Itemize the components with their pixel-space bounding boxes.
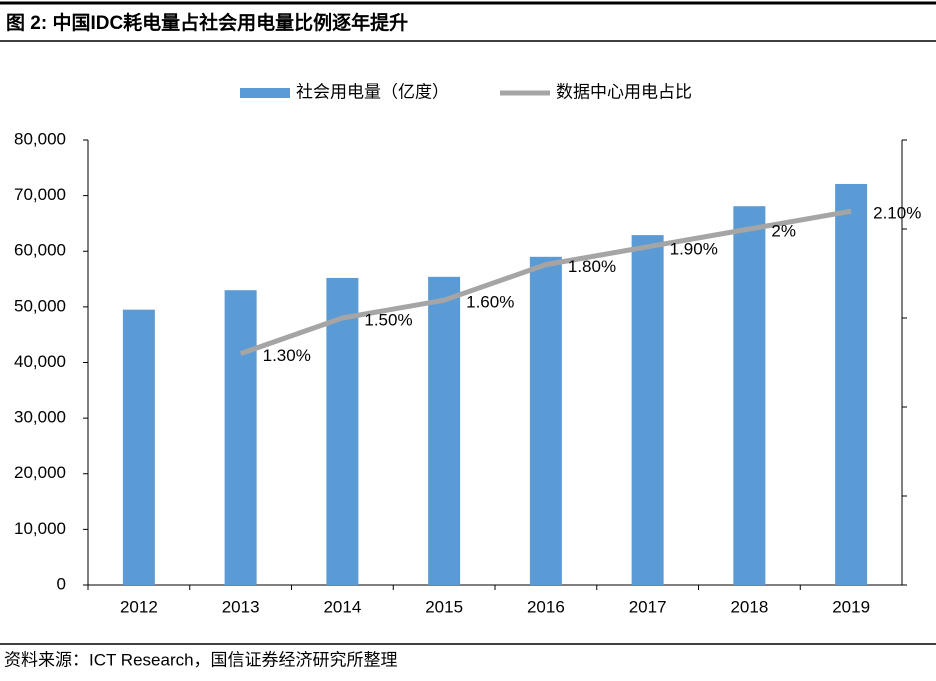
- source: 资料来源：ICT Research，国信证券经济研究所整理: [4, 650, 398, 669]
- x-tick-label: 2012: [120, 597, 158, 616]
- legend-label: 社会用电量（亿度）: [296, 82, 449, 101]
- data-label: 2%: [771, 221, 796, 240]
- data-label: 1.50%: [364, 310, 412, 329]
- x-tick-label: 2018: [730, 597, 768, 616]
- y-tick-label: 80,000: [14, 129, 66, 148]
- y-tick-label: 30,000: [14, 408, 66, 427]
- y-tick-label: 40,000: [14, 352, 66, 371]
- x-tick-label: 2019: [832, 597, 870, 616]
- x-tick-label: 2015: [425, 597, 463, 616]
- data-label: 1.80%: [568, 257, 616, 276]
- y-tick-label: 60,000: [14, 241, 66, 260]
- data-label: 2.10%: [873, 204, 921, 223]
- data-label: 1.60%: [466, 293, 514, 312]
- line: [239, 208, 852, 356]
- data-label: 1.90%: [670, 239, 718, 258]
- bar: [224, 290, 257, 585]
- data-label: 1.30%: [263, 346, 311, 365]
- bar: [122, 309, 155, 585]
- y-tick-label: 20,000: [14, 463, 66, 482]
- figure-title: 图 2: 中国IDC耗电量占社会用电量比例逐年提升: [6, 11, 408, 34]
- y-tick-label: 50,000: [14, 296, 66, 315]
- legend-swatch: [240, 88, 290, 98]
- bar: [326, 277, 359, 585]
- y-tick-label: 70,000: [14, 185, 66, 204]
- y-tick-label: 0: [57, 574, 66, 593]
- x-tick-label: 2014: [323, 597, 361, 616]
- x-tick-label: 2016: [527, 597, 565, 616]
- bar: [428, 276, 461, 585]
- bar: [631, 235, 664, 585]
- bar: [733, 206, 766, 585]
- bar: [835, 183, 868, 585]
- legend-label: 数据中心用电占比: [556, 82, 692, 101]
- x-tick-label: 2013: [222, 597, 260, 616]
- y-tick-label: 10,000: [14, 519, 66, 538]
- bar: [529, 256, 562, 585]
- x-tick-label: 2017: [629, 597, 667, 616]
